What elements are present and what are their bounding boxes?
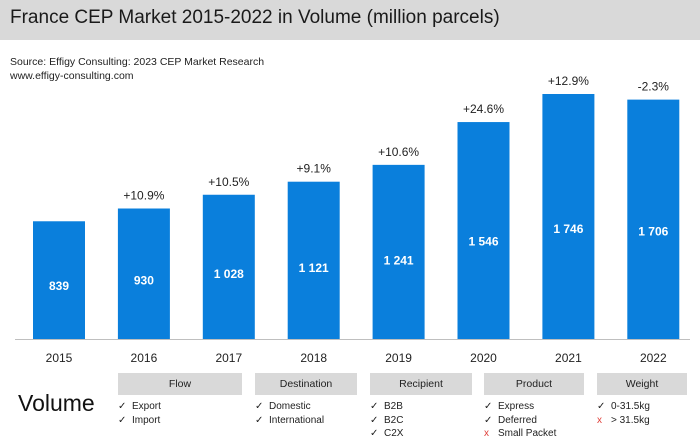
value-label: 930	[134, 273, 154, 287]
check-icon: ✓	[118, 401, 127, 412]
value-label: 1 746	[553, 222, 583, 236]
check-icon: ✓	[370, 401, 379, 412]
growth-label: +10.5%	[208, 175, 249, 189]
value-label: 1 121	[299, 261, 329, 275]
growth-label: +12.9%	[548, 74, 589, 88]
segment-item: ✓ Domestic	[255, 400, 357, 414]
bar-2015	[33, 221, 85, 339]
growth-label: +10.6%	[378, 145, 419, 159]
segment-item: ✓ 0-31.5kg	[597, 400, 687, 414]
cross-icon: x	[484, 428, 489, 439]
segment-item-label: 0-31.5kg	[611, 401, 650, 412]
segment-destination: Destination ✓ Domestic ✓ International	[255, 373, 357, 427]
segment-items: ✓ B2B ✓ B2C ✓ C2X	[370, 400, 472, 441]
growth-label: +24.6%	[463, 102, 504, 116]
segment-recipient: Recipient ✓ B2B ✓ B2C ✓ C2X	[370, 373, 472, 441]
check-icon: ✓	[118, 414, 127, 426]
segment-weight: Weight ✓ 0-31.5kg x > 31.5kg	[597, 373, 687, 427]
source-url: www.effigy-consulting.com	[10, 70, 134, 82]
growth-label: -2.3%	[638, 80, 670, 94]
check-icon: ✓	[597, 401, 606, 412]
x-tick-label: 2022	[640, 351, 667, 365]
cross-icon: x	[597, 414, 602, 426]
segment-items: ✓ Domestic ✓ International	[255, 400, 357, 427]
x-tick-label: 2020	[470, 351, 497, 365]
source-note: Source: Effigy Consulting: 2023 CEP Mark…	[10, 55, 264, 83]
check-icon: ✓	[484, 414, 493, 426]
bar-chart: 839 2015 930 +10.9% 2016 1 028 +10.5% 2017 1 121…	[15, 74, 690, 365]
bar-2017	[202, 194, 255, 339]
segment-flow: Flow ✓ Export ✓ Import	[118, 373, 242, 427]
segment-item: ✓ Deferred	[484, 414, 584, 428]
segment-item-label: Domestic	[269, 401, 311, 412]
segment-item: ✓ B2B	[370, 400, 472, 414]
segment-item: ✓ International	[255, 414, 357, 428]
segment-item-label: Express	[498, 401, 535, 412]
volume-label: Volume	[18, 390, 95, 416]
segment-header: Product	[484, 373, 584, 395]
segment-item-label: Small Packet	[498, 428, 557, 439]
title-bar: France CEP Market 2015-2022 in Volume (m…	[0, 0, 700, 40]
segment-header: Recipient	[370, 373, 472, 395]
segment-item-label: Export	[132, 401, 161, 412]
segment-item-label: Deferred	[498, 414, 537, 426]
segment-item: ✓ Export	[118, 400, 242, 414]
x-tick-label: 2019	[385, 351, 412, 365]
segment-header: Destination	[255, 373, 357, 395]
bar-2016	[117, 208, 170, 339]
value-label: 1 241	[384, 254, 414, 268]
growth-label: +9.1%	[297, 162, 332, 176]
segment-item-label: Import	[132, 414, 161, 426]
x-tick-label: 2018	[300, 351, 327, 365]
check-icon: ✓	[255, 414, 264, 426]
segment-items: ✓ Express ✓ Deferred x Small Packet	[484, 400, 584, 441]
segment-item: x > 31.5kg	[597, 414, 687, 428]
growth-label: +10.9%	[123, 189, 164, 203]
bar-2022	[627, 99, 680, 340]
segment-item-label: International	[269, 414, 325, 426]
segment-item: ✓ C2X	[370, 427, 472, 441]
x-tick-label: 2016	[131, 351, 158, 365]
value-label: 1 706	[638, 224, 668, 238]
segment-items: ✓ 0-31.5kg x > 31.5kg	[597, 400, 687, 427]
bar-2019	[372, 164, 425, 339]
segment-item: ✓ Import	[118, 414, 242, 428]
value-label: 1 546	[468, 234, 498, 248]
segment-item-label: B2C	[384, 414, 404, 426]
x-tick-label: 2021	[555, 351, 582, 365]
value-label: 839	[49, 279, 69, 293]
bar-2018	[287, 181, 340, 339]
bar-2020	[457, 122, 510, 339]
segment-item: ✓ Express	[484, 400, 584, 414]
x-tick-label: 2017	[215, 351, 242, 365]
x-tick-label: 2015	[46, 351, 73, 365]
check-icon: ✓	[370, 428, 379, 439]
check-icon: ✓	[255, 401, 264, 412]
chart-title: France CEP Market 2015-2022 in Volume (m…	[10, 7, 500, 28]
segment-item-label: B2B	[384, 401, 403, 412]
bar-2021	[542, 94, 595, 339]
segment-item-label: > 31.5kg	[611, 414, 650, 426]
check-icon: ✓	[484, 401, 493, 412]
segment-product: Product ✓ Express ✓ Deferred x Small Packet	[484, 373, 584, 441]
segment-item: x Small Packet	[484, 427, 584, 441]
check-icon: ✓	[370, 414, 379, 426]
segment-items: ✓ Export ✓ Import	[118, 400, 242, 427]
segment-header: Weight	[597, 373, 687, 395]
segment-header: Flow	[118, 373, 242, 395]
segment-item: ✓ B2C	[370, 414, 472, 428]
segment-item-label: C2X	[384, 428, 404, 439]
value-label: 1 028	[214, 267, 244, 281]
source-text: Source: Effigy Consulting: 2023 CEP Mark…	[10, 56, 265, 68]
